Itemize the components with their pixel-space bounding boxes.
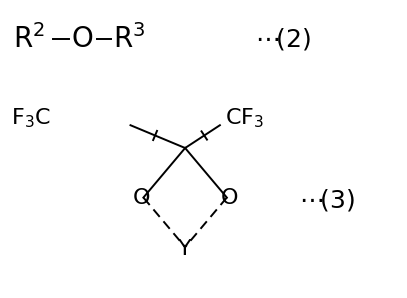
Text: $\cdots\!(2)$: $\cdots\!(2)$ (255, 26, 311, 52)
Text: $\mathsf{O}$: $\mathsf{O}$ (71, 25, 93, 53)
Text: $\mathsf{Y}$: $\mathsf{Y}$ (177, 239, 193, 259)
Text: $\mathsf{CF_3}$: $\mathsf{CF_3}$ (225, 106, 264, 130)
Text: $\mathsf{O}$: $\mathsf{O}$ (220, 187, 238, 207)
Text: $\mathsf{R}^3$: $\mathsf{R}^3$ (113, 24, 145, 54)
Text: $\mathsf{F_3C}$: $\mathsf{F_3C}$ (11, 106, 51, 130)
Text: $\mathsf{R}^2$: $\mathsf{R}^2$ (13, 24, 45, 54)
Text: $\cdots\!(3)$: $\cdots\!(3)$ (299, 187, 356, 212)
Text: $\mathsf{O}$: $\mathsf{O}$ (132, 187, 151, 207)
